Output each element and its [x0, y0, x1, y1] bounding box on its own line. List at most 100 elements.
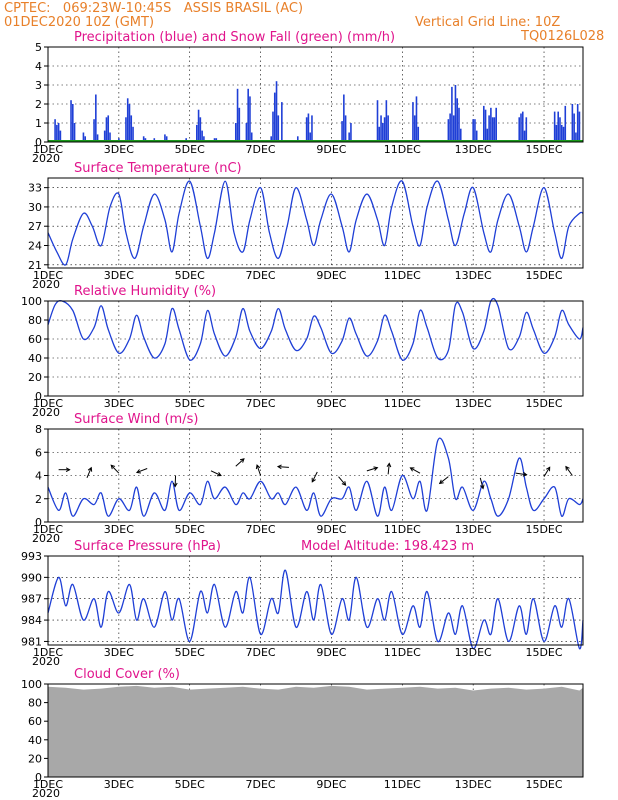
wind-arrow-head [373, 466, 379, 471]
precip-bar [383, 117, 386, 142]
x-tick-label: 1DEC [33, 778, 63, 791]
rh-series-line [47, 297, 584, 361]
x-tick-label: 13DEC [455, 143, 492, 156]
y-tick-label: 80 [28, 314, 42, 327]
y-tick-label: 100 [21, 678, 42, 691]
wind-panel [44, 428, 584, 523]
rh-panel [44, 297, 584, 397]
precip-bar [521, 111, 524, 142]
precip-bar [387, 115, 389, 142]
wind-direction-arrow [387, 463, 390, 475]
x-tick-label: 9DEC [316, 397, 346, 410]
wind-arrow-head [276, 464, 282, 470]
wind-direction-arrow [256, 464, 262, 476]
pres-title: Surface Pressure (hPa) [74, 539, 221, 554]
precip-bar [417, 126, 420, 142]
wind-direction-arrow [311, 471, 318, 483]
header-location: CPTEC: 069:23W-10:45S ASSIS BRASIL (AC) [4, 1, 304, 16]
y-tick-label: 5 [35, 41, 42, 54]
precip-bar [378, 126, 381, 142]
precip-bar [555, 124, 558, 142]
wind-direction-arrow [515, 472, 527, 476]
precip-bar [57, 123, 60, 142]
x-year-label: 2020 [32, 532, 60, 545]
precip-bar [415, 96, 418, 142]
precip-bar [350, 123, 352, 142]
y-tick-label: 1 [35, 117, 42, 130]
x-tick-label: 5DEC [175, 523, 205, 536]
precip-bar [474, 119, 476, 142]
y-tick-label: 30 [28, 201, 42, 214]
precip-bar [82, 132, 85, 142]
y-tick-label: 33 [28, 182, 42, 195]
precip-bar [197, 109, 200, 142]
precip-bar [311, 115, 313, 142]
rh-frame [47, 300, 584, 397]
y-tick-label: 40 [28, 352, 42, 365]
precip-bar [95, 94, 97, 142]
precip-bar [132, 126, 134, 142]
precip-bar [382, 123, 384, 142]
precip-bar [103, 130, 106, 142]
wind-direction-arrow [366, 467, 378, 472]
precip-bar [245, 123, 248, 142]
wind-direction-arrow [565, 466, 573, 476]
x-tick-label: 15DEC [525, 143, 562, 156]
wind-direction-arrow [543, 466, 551, 477]
precip-bar [281, 102, 283, 142]
cloud-panel [44, 683, 584, 778]
wind-direction-arrow [86, 467, 92, 479]
y-tick-label: 4 [35, 470, 42, 483]
wind-arrow-head [172, 482, 178, 488]
wind-arrow-head [341, 481, 347, 486]
precip-bar [273, 92, 276, 142]
precip-bar [343, 94, 345, 142]
precip-bar [54, 119, 56, 142]
precip-bar [571, 104, 574, 142]
precip-bar [296, 136, 299, 142]
precip-bar [164, 134, 166, 142]
x-tick-label: 11DEC [384, 646, 421, 659]
wind-arrow-head [65, 467, 71, 473]
x-tick-label: 13DEC [455, 523, 492, 536]
x-tick-label: 11DEC [384, 143, 421, 156]
precip-bar [564, 105, 567, 142]
precip-bar [201, 130, 203, 142]
wind-direction-arrow [277, 466, 289, 468]
precip-bar [249, 96, 251, 142]
precip-bar [385, 100, 388, 142]
wind-direction-arrow [110, 464, 120, 474]
precip-bar [277, 115, 280, 142]
x-tick-label: 3DEC [104, 397, 134, 410]
cloud-title: Cloud Cover (%) [74, 667, 180, 682]
wind-series-line [47, 437, 584, 517]
precip-bar [348, 132, 350, 142]
model-altitude-label: Model Altitude: 198.423 m [301, 539, 474, 554]
y-tick-label: 6 [35, 446, 42, 459]
precip-bar [247, 88, 249, 142]
pres-series-line [47, 569, 584, 650]
x-tick-label: 7DEC [246, 778, 276, 791]
wind-arrow-head [87, 466, 93, 472]
x-year-label: 2020 [32, 278, 60, 291]
precip-bar [575, 132, 577, 142]
precip-bar [270, 136, 273, 142]
precip-bar [459, 128, 462, 142]
wind-arrow-head [438, 479, 444, 485]
precip-bar [472, 119, 474, 142]
precip-bar [520, 113, 522, 142]
x-tick-label: 1DEC [33, 143, 63, 156]
wind-direction-arrow [338, 476, 346, 486]
x-tick-label: 15DEC [525, 269, 562, 282]
y-tick-label: 24 [28, 240, 42, 253]
y-tick-label: 4 [35, 60, 42, 73]
precip-bar [307, 113, 310, 142]
precip-bar [56, 124, 58, 142]
precip-bar [456, 98, 459, 142]
precip-bar [454, 85, 457, 142]
x-tick-label: 1DEC [33, 646, 63, 659]
y-tick-label: 987 [21, 593, 42, 606]
precip-bar [128, 104, 131, 142]
precip-bar [412, 102, 414, 142]
